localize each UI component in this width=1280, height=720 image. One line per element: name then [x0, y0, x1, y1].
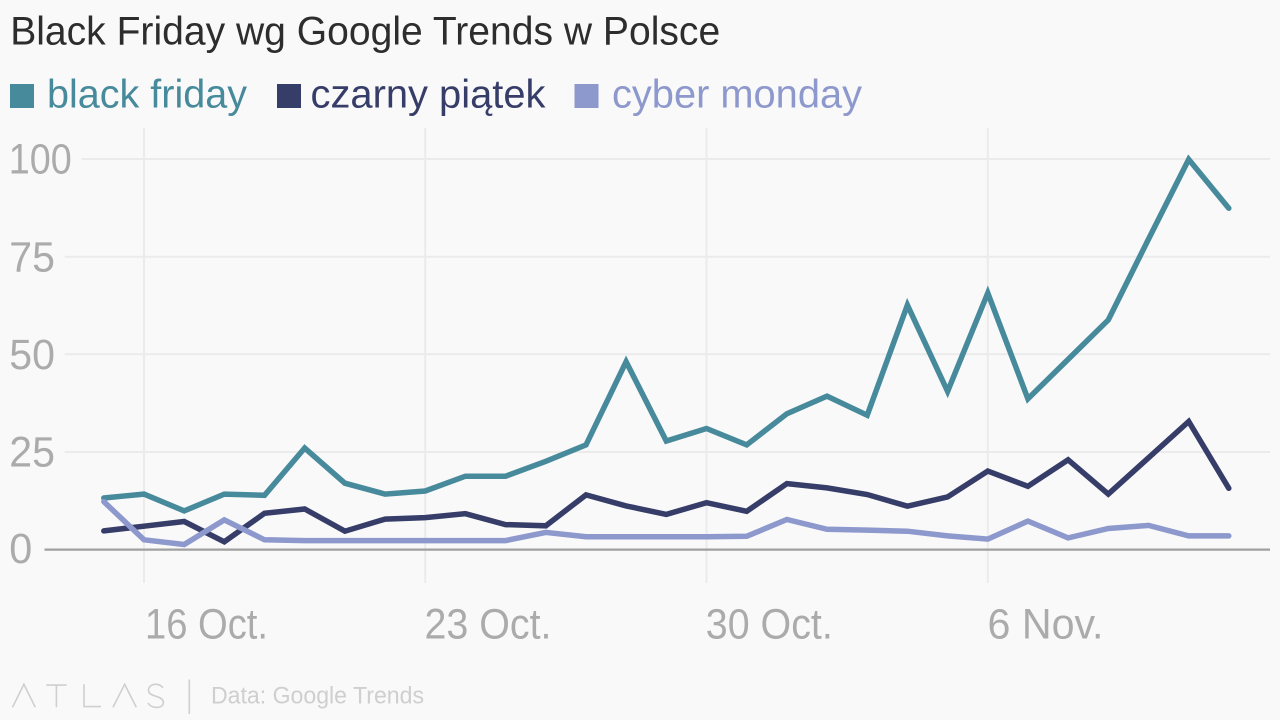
svg-text:25: 25: [9, 430, 55, 477]
svg-text:30 Oct.: 30 Oct.: [706, 602, 833, 649]
svg-text:6 Nov.: 6 Nov.: [988, 602, 1104, 649]
svg-text:100: 100: [9, 137, 72, 184]
svg-text:16 Oct.: 16 Oct.: [145, 602, 268, 649]
svg-text:cyber monday: cyber monday: [612, 73, 862, 117]
svg-text:0: 0: [9, 526, 32, 573]
svg-text:75: 75: [9, 234, 55, 281]
svg-text:23 Oct.: 23 Oct.: [425, 602, 552, 649]
svg-text:czarny piątek: czarny piątek: [311, 73, 547, 117]
svg-text:Black Friday wg Google Trends: Black Friday wg Google Trends w Polsce: [10, 9, 720, 53]
svg-text:50: 50: [9, 332, 55, 379]
svg-text:black friday: black friday: [47, 73, 247, 117]
svg-text:Data: Google Trends: Data: Google Trends: [211, 683, 424, 710]
